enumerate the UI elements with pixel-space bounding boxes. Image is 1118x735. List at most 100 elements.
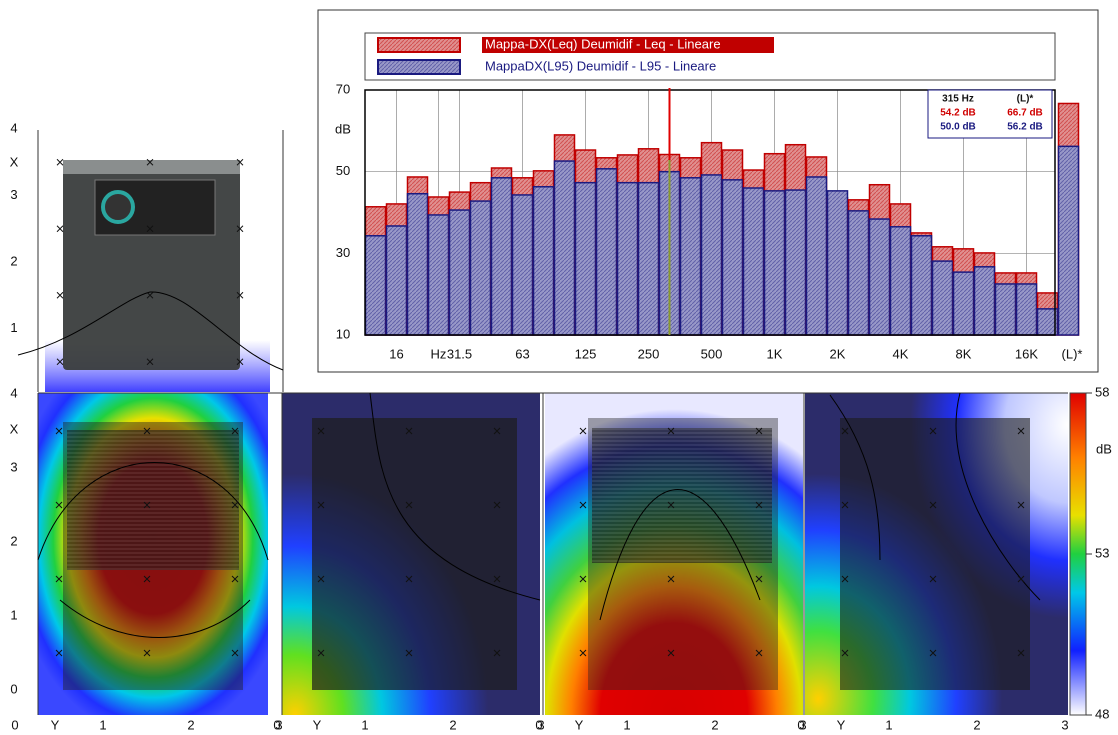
measure-point bbox=[143, 501, 151, 509]
readout-value: 54.2 dB bbox=[940, 108, 976, 119]
measure-point bbox=[56, 158, 64, 166]
x-tick-label: 1 bbox=[623, 717, 630, 732]
measure-point bbox=[146, 358, 154, 366]
colorbar-tick-label: 48 bbox=[1095, 706, 1109, 721]
device bbox=[840, 418, 1030, 690]
y-axis-name: X bbox=[10, 154, 19, 169]
bar bbox=[847, 210, 870, 336]
bar bbox=[532, 186, 555, 336]
bar bbox=[805, 176, 828, 336]
x-tick-label: 3 bbox=[799, 717, 806, 732]
measure-point bbox=[493, 427, 501, 435]
plot-frame bbox=[364, 89, 1056, 336]
bar bbox=[931, 260, 954, 336]
readout-header: (L)* bbox=[1017, 94, 1034, 105]
measure-point bbox=[146, 158, 154, 166]
y-tick-label: 70 bbox=[336, 81, 350, 96]
x-tick-label: 2 bbox=[187, 717, 194, 732]
legend-highlight bbox=[482, 37, 774, 53]
y-tick-label: 4 bbox=[10, 120, 17, 135]
bar bbox=[406, 192, 429, 336]
measure-point bbox=[1017, 501, 1025, 509]
y-tick-label: 50 bbox=[336, 163, 350, 178]
measure-point bbox=[667, 649, 675, 657]
measure-point bbox=[143, 575, 151, 583]
contour bbox=[599, 489, 761, 621]
bar bbox=[1057, 145, 1080, 336]
x-tick-label: 1 bbox=[99, 717, 106, 732]
bar bbox=[868, 218, 891, 336]
bar bbox=[637, 181, 660, 336]
measure-point bbox=[405, 427, 413, 435]
measure-point bbox=[317, 427, 325, 435]
x-tick-label: Hz bbox=[431, 346, 447, 361]
bar bbox=[889, 226, 912, 336]
colorbar bbox=[1069, 392, 1087, 716]
bar bbox=[721, 179, 744, 336]
y-axis-label: dB bbox=[335, 121, 351, 136]
measure-point bbox=[405, 501, 413, 509]
y-tick-label: 3 bbox=[10, 187, 17, 202]
measure-point bbox=[405, 649, 413, 657]
legend-swatch bbox=[377, 37, 461, 53]
device-dial bbox=[101, 190, 135, 224]
x-tick-label: 16K bbox=[1015, 346, 1038, 361]
y-tick-label: 10 bbox=[336, 326, 350, 341]
bar bbox=[553, 160, 576, 336]
measure-point bbox=[231, 427, 239, 435]
bar bbox=[679, 177, 702, 336]
contour bbox=[17, 291, 284, 371]
measure-point bbox=[929, 575, 937, 583]
x-axis-name: Y bbox=[575, 717, 584, 732]
measure-point bbox=[55, 427, 63, 435]
bar bbox=[595, 168, 618, 336]
device-grille bbox=[67, 430, 239, 570]
bar bbox=[826, 190, 849, 336]
x-tick-label: 0 bbox=[797, 717, 804, 732]
x-tick-label: 3 bbox=[537, 717, 544, 732]
measure-point bbox=[579, 427, 587, 435]
measure-point bbox=[841, 575, 849, 583]
measure-point bbox=[317, 575, 325, 583]
device-grille bbox=[592, 428, 772, 563]
bar bbox=[511, 194, 534, 336]
x-tick-label: 0 bbox=[273, 717, 280, 732]
measure-point bbox=[667, 501, 675, 509]
device-top bbox=[63, 160, 240, 174]
x-tick-label: 4K bbox=[893, 346, 909, 361]
bar bbox=[910, 235, 933, 336]
measure-point bbox=[1017, 427, 1025, 435]
top-map bbox=[17, 130, 284, 392]
x-tick-label: 1K bbox=[767, 346, 783, 361]
legend-swatch bbox=[377, 59, 461, 75]
x-tick-label: 2 bbox=[711, 717, 718, 732]
bar bbox=[364, 235, 387, 336]
measure-point bbox=[667, 575, 675, 583]
x-axis-name: Y bbox=[51, 717, 60, 732]
measure-point bbox=[236, 291, 244, 299]
measure-point bbox=[231, 501, 239, 509]
colorbar-tick-label: 53 bbox=[1095, 545, 1109, 560]
bar bbox=[616, 181, 639, 336]
x-tick-label: 0 bbox=[535, 717, 542, 732]
contour bbox=[829, 392, 1041, 601]
y-tick-label: 3 bbox=[10, 459, 17, 474]
measure-point bbox=[236, 225, 244, 233]
bottom-maps bbox=[37, 392, 1087, 716]
y-tick-label: 1 bbox=[10, 320, 17, 335]
readout-header: 315 Hz bbox=[942, 94, 974, 105]
device bbox=[312, 418, 517, 690]
x-tick-label: (L)* bbox=[1062, 346, 1083, 361]
measure-point bbox=[231, 575, 239, 583]
measure-point bbox=[1017, 575, 1025, 583]
x-tick-label: 2 bbox=[973, 717, 980, 732]
measure-point bbox=[143, 427, 151, 435]
bar bbox=[994, 283, 1017, 336]
measure-point bbox=[405, 575, 413, 583]
legend-label: Mappa-DX(Leq) Deumidif - Leq - Lineare bbox=[485, 36, 721, 51]
y-tick-label: 4 bbox=[10, 385, 17, 400]
measure-point bbox=[146, 291, 154, 299]
x-tick-label: 16 bbox=[389, 346, 403, 361]
x-tick-label: 500 bbox=[701, 346, 723, 361]
